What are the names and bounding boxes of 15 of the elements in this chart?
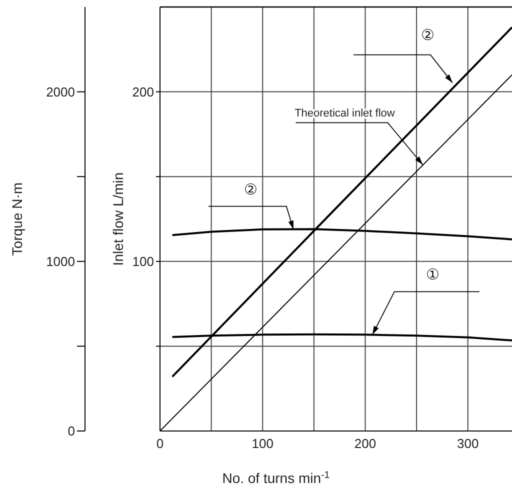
annotation: ② — [244, 181, 257, 198]
y-tick-label: 2000 — [46, 84, 75, 100]
y-tick-label: 1000 — [46, 254, 75, 270]
x-tick-label: 200 — [354, 436, 376, 452]
annotation: ② — [420, 26, 434, 44]
y2-tick-label: 200 — [132, 84, 154, 100]
x-axis-title: No. of turns min$^{-1}$ — [222, 470, 330, 486]
y2-axis-title: Inlet flow L/min — [110, 172, 126, 266]
annotation: ① — [426, 266, 439, 284]
x-tick-label: 100 — [252, 436, 274, 452]
x-tick-label: 0 — [156, 436, 164, 452]
y-tick-label: 0 — [68, 424, 75, 439]
x-tick-label: 300 — [457, 436, 479, 452]
y2-tick-label: 100 — [132, 254, 154, 270]
y-axis-title: Torque N·m — [9, 182, 25, 256]
